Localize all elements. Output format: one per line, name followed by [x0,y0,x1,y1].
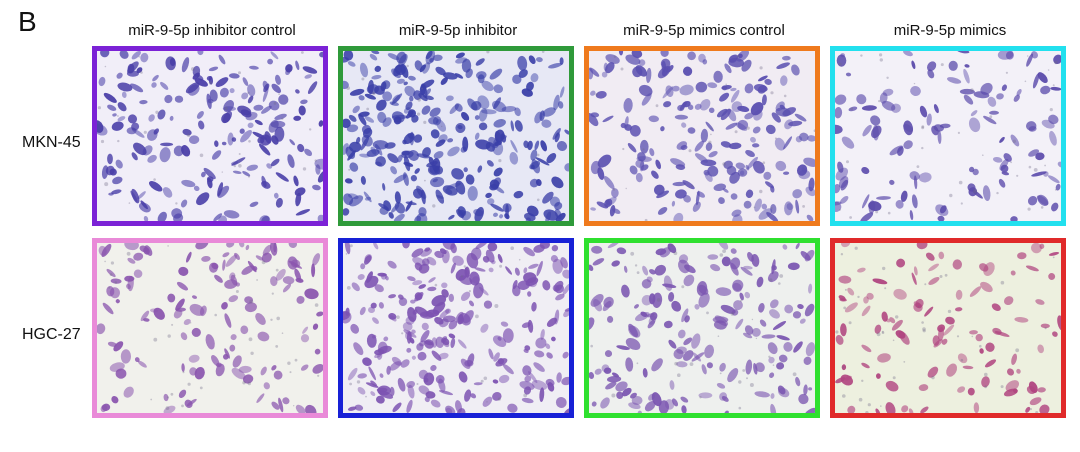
micrograph-hgc27-mimics-control [584,238,820,418]
row-label-mkn45: MKN-45 [22,134,81,151]
micrograph-hgc27-inhibitor-control [92,238,328,418]
micrograph-texture [97,243,323,413]
micrograph-texture [835,243,1061,413]
column-header-mimics-control: miR-9-5p mimics control [623,22,785,39]
micrograph-mkn45-inhibitor [338,46,574,226]
micrograph-hgc27-mimics [830,238,1066,418]
micrograph-mkn45-mimics [830,46,1066,226]
micrograph-texture [343,243,569,413]
micrograph-texture [343,51,569,221]
micrograph-texture [97,51,323,221]
micrograph-texture [589,51,815,221]
micrograph-mkn45-inhibitor-control [92,46,328,226]
panel-letter: B [18,6,37,37]
column-header-mimics: miR-9-5p mimics [893,22,1007,39]
column-header-inhibitor: miR-9-5p inhibitor [398,22,518,39]
row-label-hgc27: HGC-27 [22,326,81,343]
micrograph-hgc27-inhibitor [338,238,574,418]
micrograph-mkn45-mimics-control [584,46,820,226]
micrograph-texture [835,51,1061,221]
micrograph-texture [589,243,815,413]
column-header-inhibitor-control: miR-9-5p inhibitor control [128,22,296,39]
